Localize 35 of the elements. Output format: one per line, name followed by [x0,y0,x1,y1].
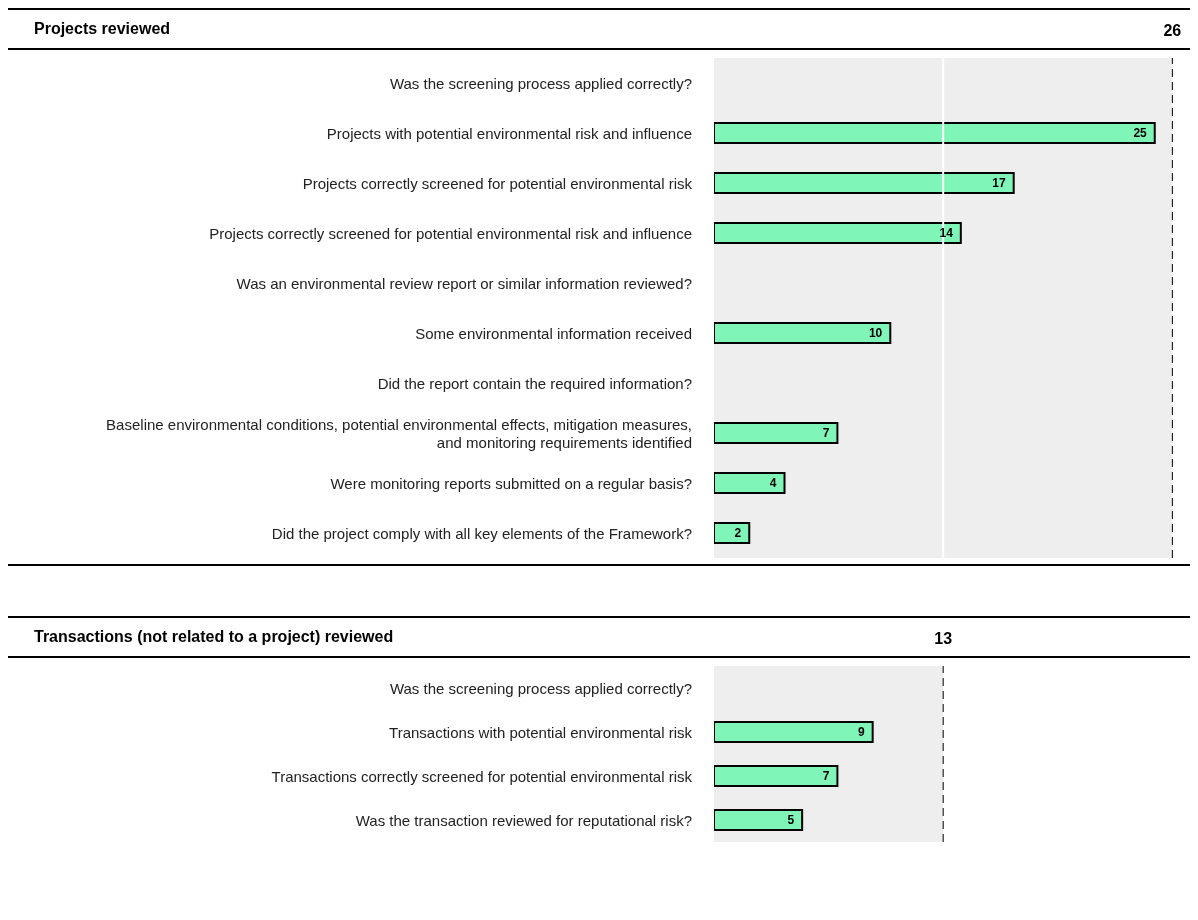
y-tick-label: Transactions with potential environmental risk [389,723,693,741]
y-tick-label: Baseline environmental conditions, potential environmental effects, mitigation measures, and monitoring requirements identified [106,415,692,451]
y-tick-label: Some environmental information received [415,324,692,342]
y-tick-label: Did the project comply with all key elements of the Framework? [271,524,692,542]
data-label: 25 [1133,126,1148,141]
data-label: 4 [769,476,777,491]
data-label: 5 [787,813,795,828]
y-tick-label: Was the screening process applied correctly? [389,679,692,697]
y-tick-label: Projects correctly screened for potential environmental risk [302,174,693,192]
data-label: 14 [939,226,954,241]
ref-line-label: 13 [934,630,953,647]
data-label: 10 [868,326,883,341]
bar [714,522,751,544]
text: Transactions (not related to a project) reviewed [34,628,394,646]
bar [714,422,839,444]
ref-line-label: 26 [1163,22,1182,39]
y-tick-label: Transactions correctly screened for potential environmental risk [271,767,693,785]
y-tick-label: Was the transaction reviewed for reputational risk? [355,811,692,829]
data-label: 2 [734,526,742,541]
y-tick-label: Projects correctly screened for potential environmental risk and influence [209,224,692,242]
data-label: 9 [857,725,865,740]
bar [714,122,1156,144]
y-tick-label: Projects with potential environmental risk and influence [326,124,692,142]
data-label: 7 [822,426,830,441]
bar [714,172,1015,194]
text: Projects reviewed [34,20,171,38]
bar [714,222,962,244]
bar [714,322,892,344]
y-tick-label: Did the report contain the required information? [377,374,692,392]
data-label: 17 [992,176,1007,191]
y-tick-label: Was the screening process applied correctly? [389,74,692,92]
y-tick-label: Were monitoring reports submitted on a regular basis? [330,474,692,492]
data-label: 7 [822,769,830,784]
bar [714,472,786,494]
y-tick-label: Was an environmental review report or similar information reviewed? [236,274,692,292]
